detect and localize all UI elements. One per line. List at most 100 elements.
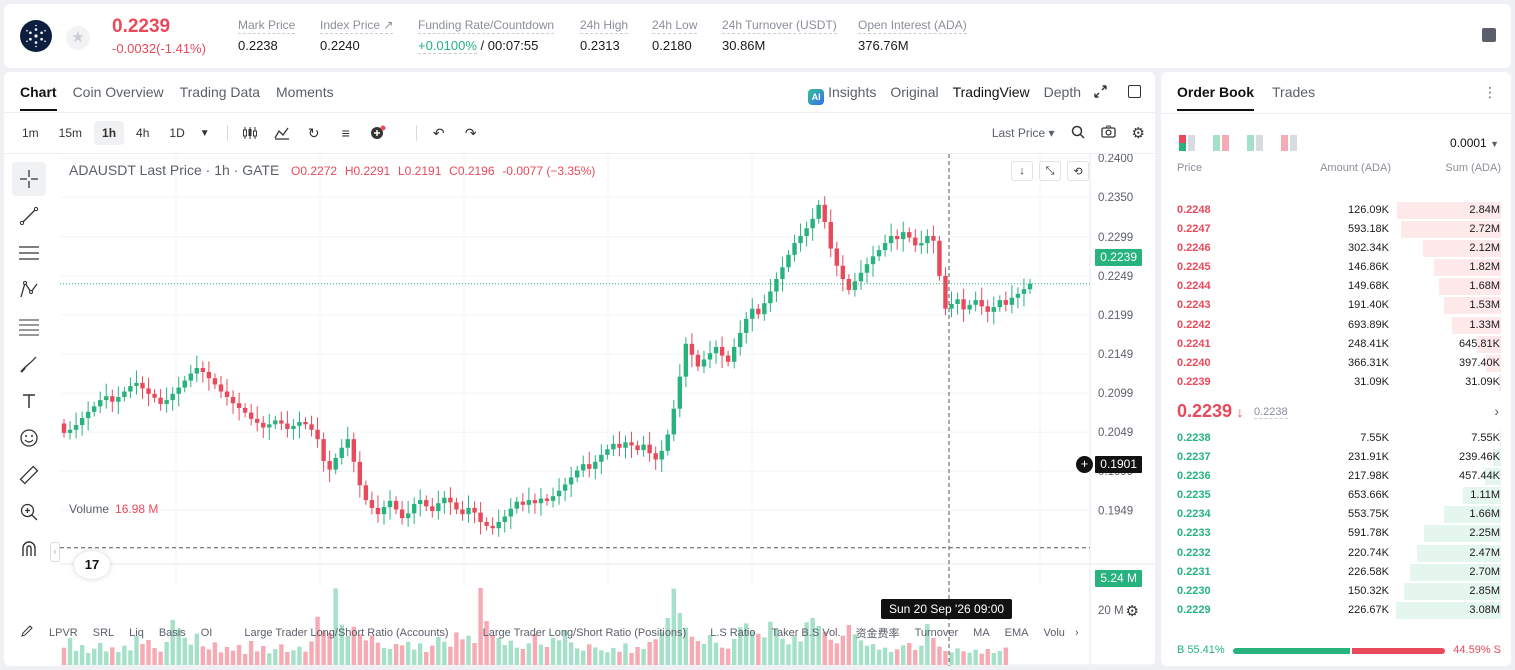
- ask-row[interactable]: 0.2239 31.09K 31.09K: [1161, 373, 1511, 392]
- indicator-ls-positions[interactable]: Large Trader Long/Short Ratio (Positions…: [482, 626, 687, 639]
- tab-order-book[interactable]: Order Book: [1177, 84, 1255, 111]
- ask-row[interactable]: 0.2240 366.31K 397.40K: [1161, 354, 1511, 373]
- timeframe-4h[interactable]: 4h: [136, 126, 150, 140]
- bid-row[interactable]: 0.2235 653.66K 1.11M: [1161, 486, 1511, 505]
- indicator-ls-ratio[interactable]: L.S Ratio: [710, 626, 756, 639]
- indicator-funding-rate[interactable]: 资金费率: [855, 627, 900, 640]
- timeframe-1m[interactable]: 1m: [22, 126, 39, 140]
- timeframe-1d[interactable]: 1D: [169, 126, 185, 140]
- indicator-lpvr[interactable]: LPVR: [49, 626, 78, 639]
- undo-icon[interactable]: ↶: [432, 124, 445, 141]
- trend-line-icon[interactable]: [12, 199, 46, 233]
- redo-icon[interactable]: ↷: [464, 124, 477, 141]
- precision-select[interactable]: 0.0001 ▼: [1450, 136, 1499, 150]
- tab-coin-overview[interactable]: Coin Overview: [72, 84, 164, 100]
- ask-row[interactable]: 0.2241 248.41K 645.81K: [1161, 335, 1511, 354]
- indicator-taker-vol[interactable]: Taker B.S Vol.: [771, 626, 841, 639]
- favorite-star-icon[interactable]: ★: [66, 26, 90, 50]
- row-amount: 191.40K: [1348, 299, 1389, 312]
- replay-icon[interactable]: ↻: [307, 124, 320, 141]
- expand-icon[interactable]: [1094, 85, 1107, 98]
- collapse-sidebar-icon[interactable]: ‹: [50, 542, 60, 562]
- bid-row[interactable]: 0.2234 553.75K 1.66M: [1161, 505, 1511, 524]
- ask-row[interactable]: 0.2248 126.09K 2.84M: [1161, 201, 1511, 220]
- stat-open-interest[interactable]: Open Interest (ADA) 376.76M: [858, 18, 967, 53]
- bid-row[interactable]: 0.2238 7.55K 7.55K: [1161, 429, 1511, 448]
- indicator-ema[interactable]: EMA: [1004, 626, 1029, 639]
- indicator-volume[interactable]: Volu: [1043, 626, 1065, 639]
- templates-icon[interactable]: ≡: [341, 125, 350, 141]
- indicator-ls-accounts[interactable]: Large Trader Long/Short Ratio (Accounts): [244, 626, 449, 639]
- indicator-liq[interactable]: Liq: [129, 626, 144, 639]
- indicator-basis[interactable]: Basis: [158, 626, 186, 639]
- tab-tradingview[interactable]: TradingView: [952, 84, 1030, 100]
- candlestick-chart[interactable]: 0.2400 0.2350 0.2299 0.2249 0.2199 0.2149 0.20…: [4, 154, 1155, 666]
- bid-row[interactable]: 0.2233 591.78K 2.25M: [1161, 524, 1511, 543]
- ask-row[interactable]: 0.2246 302.34K 2.12M: [1161, 239, 1511, 258]
- scroll-down-icon[interactable]: ↓: [1011, 161, 1033, 181]
- chart-settings-icon[interactable]: ⚙: [1131, 125, 1145, 142]
- stat-mark-price[interactable]: Mark Price 0.2238: [238, 18, 296, 53]
- add-order-icon[interactable]: +: [1076, 456, 1093, 473]
- candle-type-icon[interactable]: [242, 125, 258, 141]
- ask-row[interactable]: 0.2244 149.68K 1.68M: [1161, 277, 1511, 296]
- orderbook-mid-price[interactable]: 0.2239 ↓ 0.2238 ›: [1177, 401, 1501, 423]
- pencil-icon[interactable]: [20, 624, 34, 641]
- view-both-icon[interactable]: [1179, 135, 1195, 151]
- axis-settings-icon[interactable]: ⚙: [1125, 603, 1139, 620]
- indicator-srl[interactable]: SRL: [92, 626, 115, 639]
- brush-icon[interactable]: [12, 347, 46, 381]
- text-tool-icon[interactable]: [12, 384, 46, 418]
- tab-trades[interactable]: Trades: [1272, 84, 1316, 100]
- timeframe-15m[interactable]: 15m: [58, 126, 83, 140]
- indicators-icon[interactable]: [274, 125, 290, 141]
- view-asks-icon[interactable]: [1281, 135, 1297, 151]
- chevron-right-icon[interactable]: ›: [1074, 626, 1079, 639]
- search-icon[interactable]: [1071, 125, 1085, 142]
- divider: [4, 112, 1155, 113]
- ask-row[interactable]: 0.2245 146.86K 1.82M: [1161, 258, 1511, 277]
- ask-row[interactable]: 0.2242 693.89K 1.33M: [1161, 316, 1511, 335]
- more-options-icon[interactable]: ⋮: [1483, 84, 1497, 100]
- ruler-icon[interactable]: [12, 458, 46, 492]
- bid-row[interactable]: 0.2237 231.91K 239.46K: [1161, 448, 1511, 467]
- fib-retracement-icon[interactable]: [12, 310, 46, 344]
- add-alert-icon[interactable]: [370, 125, 386, 141]
- ask-row[interactable]: 0.2247 593.18K 2.72M: [1161, 220, 1511, 239]
- bid-row[interactable]: 0.2229 226.67K 3.08M: [1161, 601, 1511, 620]
- stat-index-price[interactable]: Index Price ↗ 0.2240: [320, 18, 394, 53]
- volume-bar: [321, 631, 326, 665]
- tab-trading-data[interactable]: Trading Data: [179, 84, 261, 100]
- price-type-select[interactable]: Last Price ▾: [991, 126, 1055, 140]
- reset-view-icon[interactable]: ⟲: [1067, 161, 1089, 181]
- indicator-oi[interactable]: OI: [200, 626, 213, 639]
- indicator-ma[interactable]: MA: [973, 626, 990, 639]
- pattern-icon[interactable]: [12, 273, 46, 307]
- timeframe-dropdown-icon[interactable]: ▼: [199, 127, 210, 139]
- zoom-in-icon[interactable]: [12, 495, 46, 529]
- tab-insights[interactable]: AI Insights: [808, 84, 876, 105]
- tab-chart[interactable]: Chart: [20, 84, 57, 111]
- chevron-right-icon[interactable]: ›: [1494, 403, 1499, 419]
- tab-moments[interactable]: Moments: [276, 84, 334, 100]
- bid-row[interactable]: 0.2236 217.98K 457.44K: [1161, 467, 1511, 486]
- notebook-icon[interactable]: [1482, 28, 1496, 42]
- tab-depth[interactable]: Depth: [1043, 84, 1081, 100]
- bid-row[interactable]: 0.2231 226.58K 2.70M: [1161, 563, 1511, 582]
- view-split-icon[interactable]: [1213, 135, 1229, 151]
- window-icon[interactable]: [1128, 85, 1141, 98]
- tab-original[interactable]: Original: [890, 84, 939, 100]
- collapse-icon[interactable]: ⤡: [1039, 161, 1061, 181]
- stat-funding-rate[interactable]: Funding Rate/Countdown +0.0100% / 00:07:…: [418, 18, 555, 54]
- ask-row[interactable]: 0.2243 191.40K 1.53M: [1161, 296, 1511, 315]
- indicator-turnover[interactable]: Turnover: [914, 626, 959, 639]
- bid-row[interactable]: 0.2230 150.32K 2.85M: [1161, 582, 1511, 601]
- bid-row[interactable]: 0.2232 220.74K 2.47M: [1161, 544, 1511, 563]
- timeframe-1h[interactable]: 1h: [94, 121, 125, 145]
- view-bids-icon[interactable]: [1247, 135, 1263, 151]
- horizontal-lines-icon[interactable]: [12, 236, 46, 270]
- emoji-icon[interactable]: [12, 421, 46, 455]
- magnet-icon[interactable]: [12, 532, 46, 566]
- crosshair-icon[interactable]: [12, 162, 46, 196]
- camera-icon[interactable]: [1100, 125, 1116, 141]
